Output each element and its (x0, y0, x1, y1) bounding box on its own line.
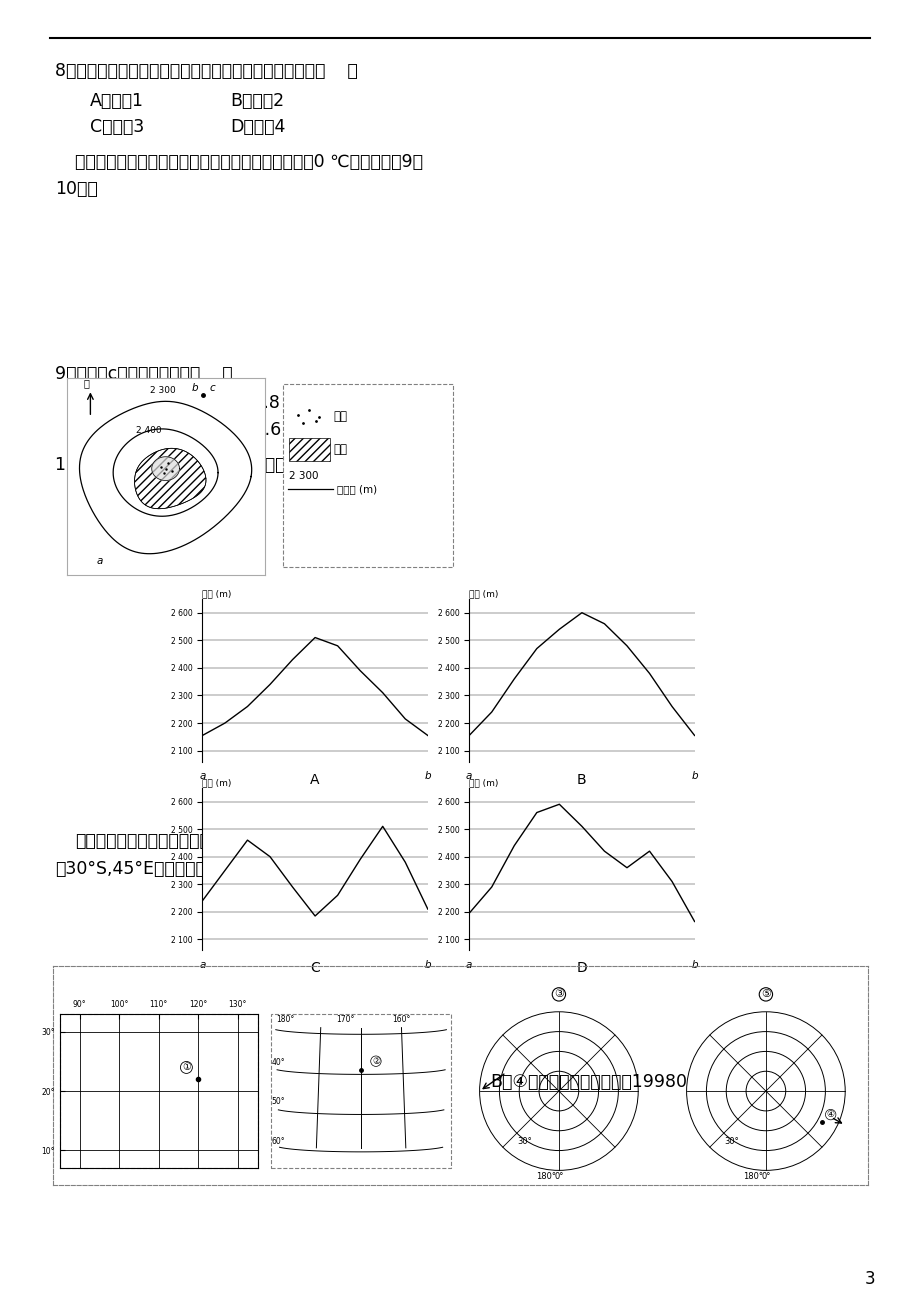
Text: 9．此时，c点的气温大约为（    ）: 9．此时，c点的气温大约为（ ） (55, 365, 233, 383)
Bar (60, 1014, 257, 1168)
Text: 170°: 170° (335, 1016, 354, 1025)
Text: 40°: 40° (271, 1059, 285, 1068)
Text: D．方案4: D．方案4 (230, 118, 285, 135)
Text: 180°: 180° (276, 1016, 294, 1025)
Text: ①: ① (182, 1062, 190, 1073)
Text: ②: ② (371, 1057, 380, 1066)
Text: A．0.6 ℃: A．0.6 ℃ (90, 395, 165, 411)
Text: 10．沿图中a～b剖面线所绘制的地形剖面图是（    ）: 10．沿图中a～b剖面线所绘制的地形剖面图是（ ） (55, 456, 328, 474)
Text: 湖泊: 湖泊 (333, 410, 346, 423)
Text: 积雪: 积雪 (333, 443, 346, 456)
Text: B．④地与甲地的最短距离为19980: B．④地与甲地的最短距离为19980 (490, 1073, 686, 1091)
Text: 10题。: 10题。 (55, 180, 97, 198)
Text: 海拔 (m): 海拔 (m) (469, 589, 498, 598)
Text: 北: 北 (84, 379, 89, 388)
Text: 经过地球球心的一条直线与地表相交的两点互为对跖点。已知甲地: 经过地球球心的一条直线与地表相交的两点互为对跖点。已知甲地 (75, 832, 376, 850)
Text: ⑤: ⑤ (760, 990, 770, 1000)
Text: B．1.8 ℃: B．1.8 ℃ (230, 395, 304, 411)
Polygon shape (152, 457, 179, 480)
Text: 30°: 30° (723, 1137, 738, 1146)
Text: 下图为某山峰周围情况示意图，假若积雪边缘气温为0 ℃。读图完成9～: 下图为某山峰周围情况示意图，假若积雪边缘气温为0 ℃。读图完成9～ (75, 154, 423, 171)
Text: 海拔 (m): 海拔 (m) (202, 589, 232, 598)
Text: 180°: 180° (743, 1172, 763, 1181)
Text: 0°: 0° (760, 1172, 770, 1181)
Text: 等高线 (m): 等高线 (m) (336, 484, 376, 493)
Text: a: a (96, 556, 103, 565)
Text: B．方案2: B．方案2 (230, 92, 284, 109)
Text: D．4.6 ℃: D．4.6 ℃ (230, 421, 306, 439)
Bar (271, 1014, 450, 1168)
Text: C: C (310, 961, 320, 975)
Text: 2 300: 2 300 (289, 471, 319, 480)
Text: B: B (576, 772, 586, 786)
Text: （30°S,45°E）和乙地互为对跖点。据图回答11～12题。: （30°S,45°E）和乙地互为对跖点。据图回答11～12题。 (55, 861, 374, 878)
Text: A: A (310, 772, 320, 786)
Text: 50°: 50° (271, 1096, 285, 1105)
Text: 160°: 160° (392, 1016, 411, 1025)
Text: 海拔 (m): 海拔 (m) (202, 777, 232, 786)
Text: 2 400: 2 400 (136, 426, 162, 435)
Text: 60°: 60° (271, 1137, 285, 1146)
Text: c: c (209, 383, 215, 393)
Text: ③: ③ (553, 990, 563, 1000)
Text: C．方案3: C．方案3 (90, 118, 144, 135)
Text: C．2.5 ℃: C．2.5 ℃ (90, 421, 165, 439)
Text: 8．甲、乙间修建一条山区公路，比较合理的筑路方案是（    ）: 8．甲、乙间修建一条山区公路，比较合理的筑路方案是（ ） (55, 62, 357, 79)
Text: 30°: 30° (516, 1137, 531, 1146)
Text: 3: 3 (864, 1269, 874, 1288)
Text: 海拔 (m): 海拔 (m) (469, 777, 498, 786)
Text: 0°: 0° (553, 1172, 563, 1181)
Text: 2 300: 2 300 (150, 387, 176, 396)
Text: ④: ④ (825, 1111, 834, 1120)
Text: D: D (576, 961, 586, 975)
Text: b: b (191, 383, 198, 393)
Text: 11．下列叙述正确的是（    ）: 11．下列叙述正确的是（ ） (90, 1042, 248, 1060)
Text: A．①地位于②地的东北方向: A．①地位于②地的东北方向 (105, 1073, 252, 1091)
Text: 180°: 180° (536, 1172, 556, 1181)
Text: A．方案1: A．方案1 (90, 92, 144, 109)
